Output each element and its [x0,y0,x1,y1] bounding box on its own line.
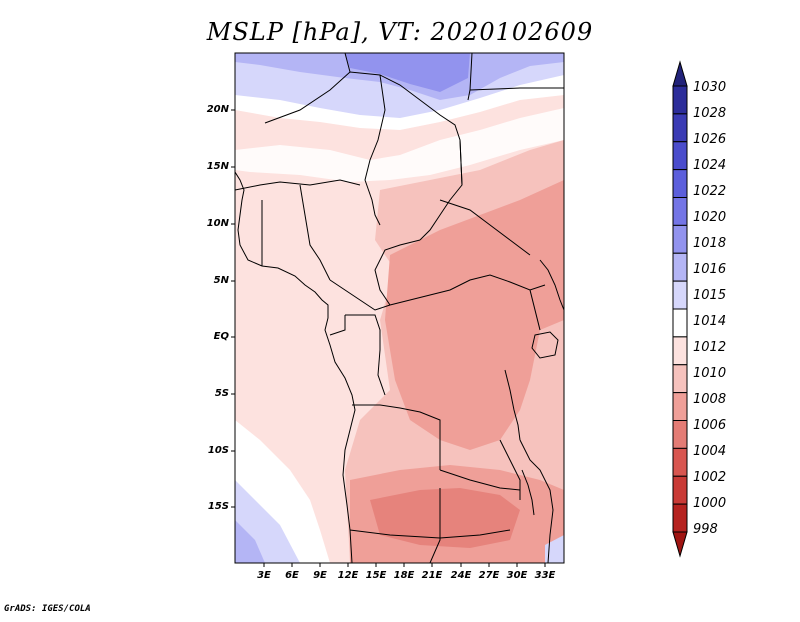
map-frame [234,52,565,564]
lat-label: 15N [206,161,229,172]
colorbar-label: 1020 [693,210,727,225]
lon-label: 3E [257,570,271,581]
lon-label: 15E [365,570,387,581]
map-title: MSLP [hPa], VT: 2020102609 [206,18,594,46]
colorbar-segment [672,85,688,115]
lon-label: 18E [393,570,415,581]
lon-label: 30E [506,570,528,581]
lat-label: 5N [213,275,229,286]
lat-ticks [231,109,235,508]
colorbar-label: 1024 [693,158,727,173]
colorbar-label: 1022 [693,184,727,199]
colorbar-label: 1000 [693,496,727,511]
lon-label: 12E [337,570,359,581]
lon-label: 6E [285,570,299,581]
lat-label: EQ [213,331,229,342]
colorbar-label: 1015 [693,288,727,303]
coastlines [235,171,564,563]
lon-label: 21E [421,570,443,581]
colorbar-segment [672,141,688,171]
colorbar-segment [672,280,688,310]
colorbar-label: 1028 [693,106,727,121]
country-borders [235,53,564,563]
colorbar-segment [672,392,688,421]
colorbar-label: 998 [693,522,718,537]
colorbar-segment [672,447,688,477]
colorbar-segment [672,224,688,254]
lon-label: 24E [450,570,472,581]
colorbar-label: 1010 [693,366,727,381]
lon-ticks [263,563,546,567]
colorbar-label: 1016 [693,262,727,277]
colorbar-segment [672,308,688,338]
colorbar-segment [672,252,688,282]
colorbar-label: 1014 [693,314,727,329]
lat-label: 5S [214,388,229,399]
colorbar-segment [672,503,688,533]
colorbar-segment [672,60,688,87]
colorbar-segment [672,531,688,558]
colorbar-label: 1002 [693,470,727,485]
grads-credit: GrADS: IGES/COLA [4,604,91,614]
colorbar-label: 1012 [693,340,727,355]
lat-label: 15S [207,501,229,512]
lat-label: 10S [207,445,229,456]
colorbar-segment [672,475,688,505]
lat-label: 20N [206,104,229,115]
lon-label: 27E [478,570,500,581]
colorbar-label: 1006 [693,418,727,433]
lat-label: 10N [206,218,229,229]
colorbar-label: 1030 [693,80,727,95]
colorbar-label: 1026 [693,132,727,147]
colorbar-segment [672,364,688,394]
mslp-fill [235,53,564,563]
colorbar [672,60,688,558]
lon-label: 9E [313,570,327,581]
colorbar-segment [672,336,688,366]
colorbar-segment [672,113,688,143]
colorbar-label: 1008 [693,392,727,407]
colorbar-label: 1018 [693,236,727,251]
lon-label: 33E [534,570,556,581]
colorbar-label: 1004 [693,444,727,459]
colorbar-segment [672,197,688,226]
colorbar-segment [672,420,688,449]
colorbar-segment [672,169,688,198]
